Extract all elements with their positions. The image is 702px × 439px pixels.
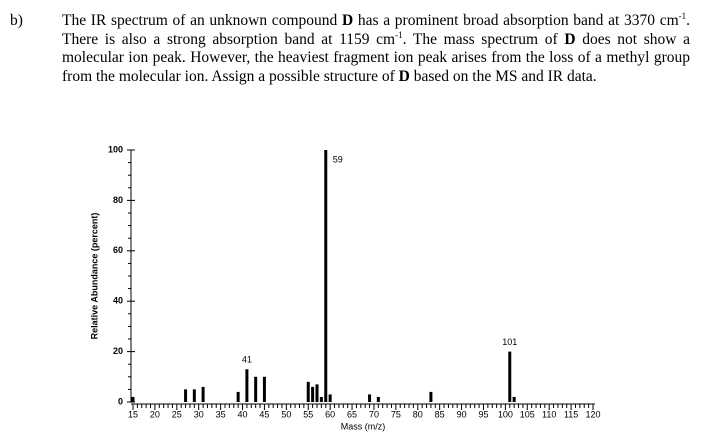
x-tick-label: 45 <box>259 409 269 419</box>
text-run: does not show a molecular ion peak. Howe… <box>62 30 691 85</box>
question-label: b) <box>10 12 23 29</box>
y-tick-label: 100 <box>108 144 123 154</box>
x-tick-label: 25 <box>172 409 182 419</box>
text-run: The IR spectrum of an unknown compound <box>62 12 342 29</box>
peak <box>262 376 266 402</box>
x-tick-label: 30 <box>194 409 204 419</box>
x-tick-label: 85 <box>435 409 445 419</box>
peak <box>192 389 196 402</box>
y-tick-label: 60 <box>113 245 123 255</box>
compound-name: D <box>398 67 410 85</box>
peak <box>508 351 512 402</box>
peak <box>254 376 258 402</box>
peak <box>368 394 372 402</box>
peak <box>324 150 328 402</box>
peak <box>315 384 319 402</box>
superscript: -1 <box>395 29 403 40</box>
peak-label: 101 <box>502 337 517 347</box>
peak <box>201 386 205 402</box>
peak <box>306 381 310 402</box>
y-tick-label: 40 <box>113 296 123 306</box>
x-tick-label: 40 <box>238 409 248 419</box>
peak <box>376 396 380 402</box>
x-tick-label: 120 <box>585 409 600 419</box>
x-tick-label: 50 <box>281 409 291 419</box>
peak <box>131 396 135 402</box>
peak-label: 41 <box>242 355 252 365</box>
x-tick-label: 80 <box>413 409 423 419</box>
peak-label: 59 <box>333 154 343 164</box>
compound-name: D <box>564 30 576 48</box>
x-tick-label: 55 <box>303 409 313 419</box>
x-tick-label: 70 <box>369 409 379 419</box>
peak <box>319 396 323 402</box>
compound-name: D <box>341 12 354 29</box>
x-tick-label: 20 <box>150 409 160 419</box>
peak <box>236 391 240 402</box>
text-run: . There is also a strong absorption band… <box>62 12 691 48</box>
x-tick-label: 35 <box>216 409 226 419</box>
y-tick-label: 0 <box>118 396 123 406</box>
x-tick-label: 90 <box>457 409 467 419</box>
x-tick-label: 95 <box>478 409 488 419</box>
peak <box>184 389 188 402</box>
x-tick-label: 105 <box>520 409 535 419</box>
text-run: based on the MS and IR data. <box>409 67 597 85</box>
x-tick-label: 15 <box>128 409 138 419</box>
x-axis-label: Mass (m/z) <box>341 421 386 431</box>
peak <box>429 391 433 402</box>
x-tick-label: 110 <box>542 409 556 419</box>
peak <box>311 386 315 402</box>
text-run: has a prominent broad absorption band at… <box>353 12 679 29</box>
y-tick-label: 80 <box>113 195 123 205</box>
superscript: -1 <box>678 10 687 21</box>
y-axis-label: Relative Abundance (percent) <box>89 213 99 340</box>
x-tick-label: 60 <box>325 409 335 419</box>
y-tick-label: 20 <box>113 346 123 356</box>
x-tick-label: 65 <box>347 409 357 419</box>
peak <box>245 369 249 402</box>
x-tick-label: 75 <box>391 409 401 419</box>
peak <box>512 396 516 402</box>
x-tick-label: 115 <box>564 409 578 419</box>
question-text: The IR spectrum of an unknown compound D… <box>62 10 691 86</box>
text-run: . The mass spectrum of <box>402 30 565 48</box>
x-tick-label: 100 <box>498 409 513 419</box>
peak <box>328 394 332 402</box>
